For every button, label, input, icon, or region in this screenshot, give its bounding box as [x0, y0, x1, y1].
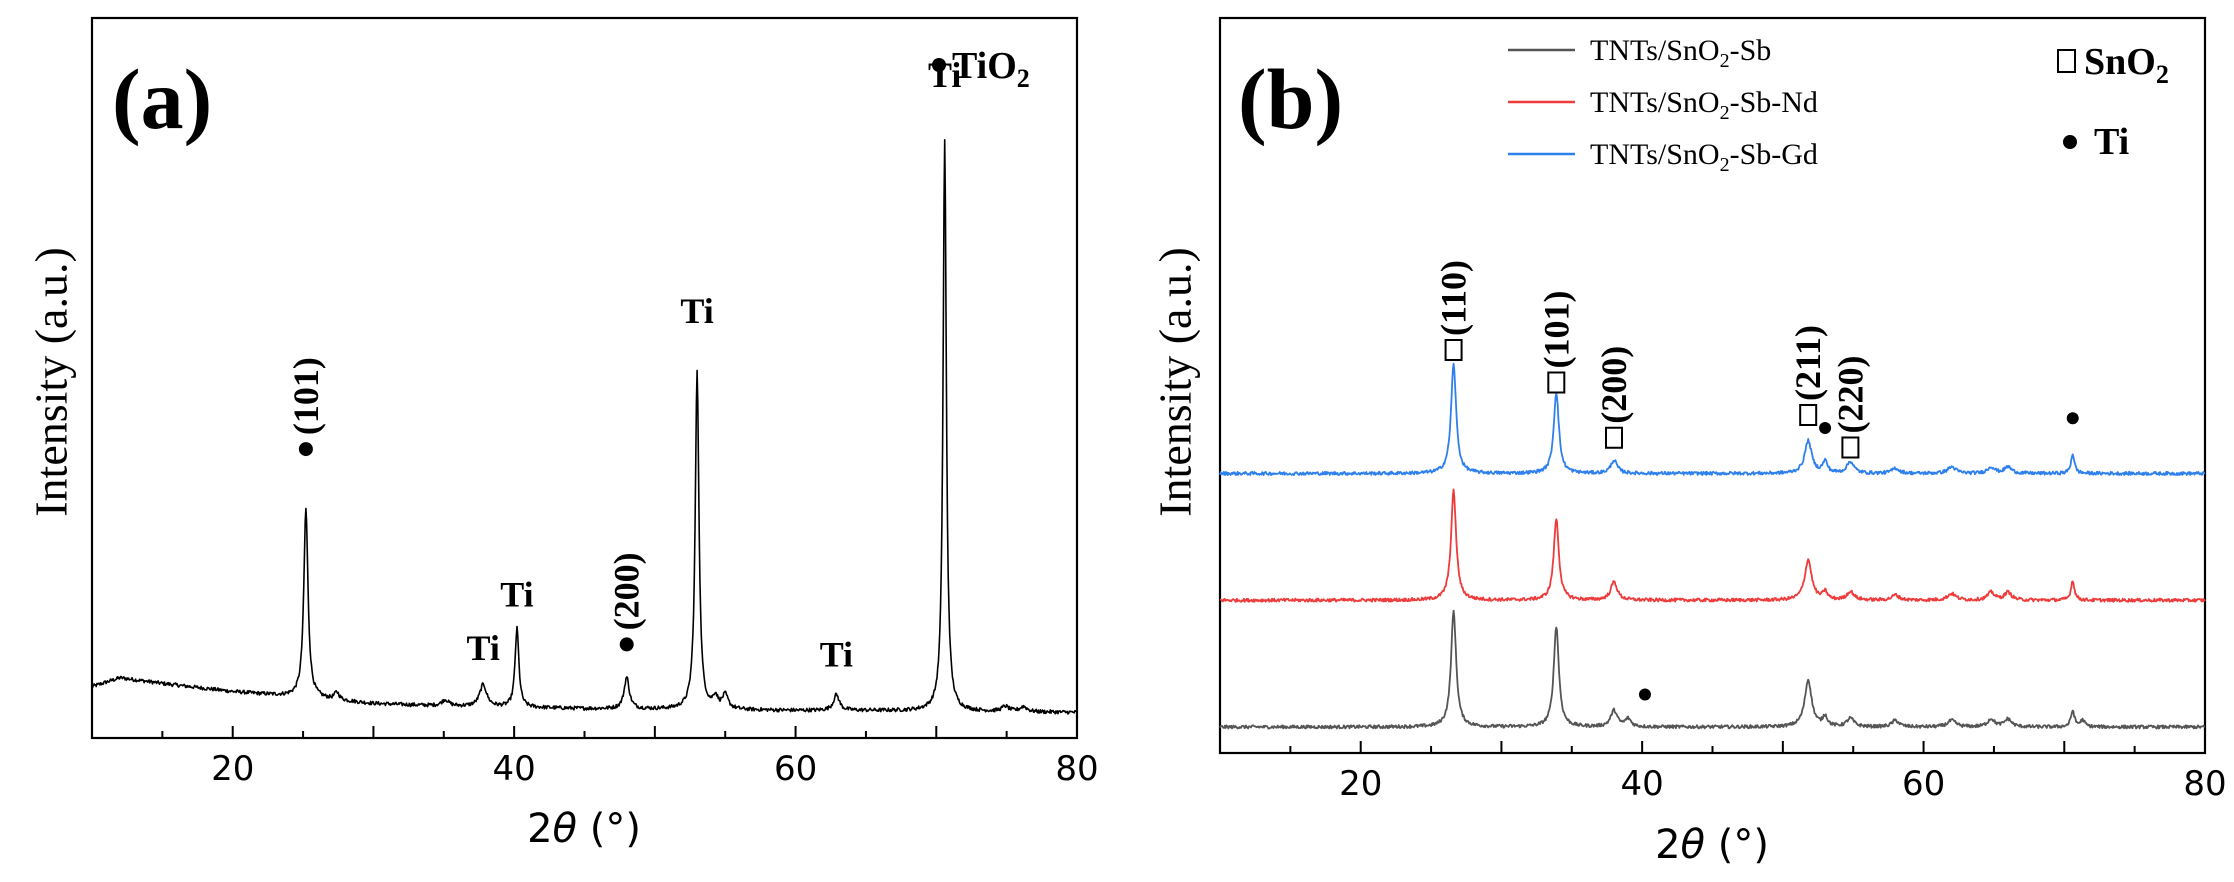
panel-a-plot-area [91, 139, 1078, 715]
peak-label: (200) [607, 552, 647, 630]
panel-a-xaxis: 20 40 60 80 [91, 726, 1099, 789]
panel-a-phase-legend: TiO2 [932, 45, 1030, 93]
ti-marker-icon [1819, 422, 1832, 434]
peak-annotation: (200) [607, 552, 647, 652]
peak-label: (220) [1830, 356, 1870, 434]
x-tick-label: 20 [1339, 764, 1382, 804]
peak-label: Ti [466, 628, 499, 668]
panel-b-xlabel: 2θ (°) [1655, 822, 1769, 868]
x-tick-label: 80 [2183, 764, 2226, 804]
svg-text:SnO2: SnO2 [2084, 41, 2169, 89]
peak-annotation: (101) [286, 357, 326, 457]
panel-b-xlabel-prefix: 2 [1655, 822, 1680, 868]
phase-square-icon [1605, 426, 1623, 449]
phase-square-icon [1841, 436, 1860, 459]
series-line-gd [1219, 362, 2206, 476]
phase-square-icon [1547, 371, 1566, 394]
legend-label-nd: TNTs/SnO2-Sb-Nd [1590, 86, 1818, 124]
panel-a-xlabel-var: θ [553, 806, 577, 852]
peak-annotation: (211) [1788, 325, 1828, 426]
x-tick-label: 20 [211, 749, 254, 789]
panel-b-letter: (b) [1238, 51, 1343, 147]
panel-b-annotations: (110) (101) (200) (211) (220) [1434, 260, 2079, 701]
phase-bullet-icon [298, 442, 313, 457]
sno2-square-icon [2057, 49, 2076, 73]
tio2-bullet-icon [932, 58, 946, 72]
panel-a-xlabel-prefix: 2 [527, 806, 552, 852]
peak-label: (101) [286, 357, 326, 435]
panel-b-ylabel: Intensity (a.u.) [1150, 247, 1201, 517]
ti-marker-icon [2066, 412, 2079, 425]
peak-label: Ti [820, 634, 853, 674]
peak-annotation: (220) [1830, 356, 1870, 459]
legend-label-gd: TNTs/SnO2-Sb-Gd [1590, 138, 1818, 176]
tio2-legend-sub: 2 [1017, 64, 1030, 93]
series-line-tnts [91, 139, 1078, 715]
peak-annotation: (200) [1594, 346, 1634, 449]
panel-a-xlabel: 2θ (°) [527, 806, 641, 852]
x-tick-label: 40 [1621, 764, 1664, 804]
panel-a-letter: (a) [112, 51, 212, 147]
panel-b: Intensity (a.u.) 20 40 60 80 (110) (101) (200… [1150, 16, 2227, 868]
panel-b-series-legend: TNTs/SnO2-Sb TNTs/SnO2-Sb-Nd TNTs/SnO2-S… [1508, 34, 1818, 176]
series-line-nd [1219, 488, 2206, 603]
peak-label: Ti [500, 575, 533, 615]
panel-b-phase-legend: SnO2 Ti [2057, 41, 2169, 163]
panel-b-frame [1218, 16, 2207, 755]
phase-square-icon [1799, 404, 1818, 426]
peak-label: (211) [1788, 325, 1828, 401]
peak-annotation: (101) [1536, 291, 1576, 394]
series-line-sb [1219, 609, 2206, 730]
panel-b-xaxis: 20 40 60 80 [1219, 741, 2227, 804]
ti-marker-icon [1638, 688, 1651, 701]
panel-b-xlabel-var: θ [1681, 822, 1705, 868]
svg-text:TiO2: TiO2 [952, 45, 1030, 93]
phase-square-icon [1444, 339, 1463, 361]
x-tick-label: 60 [774, 749, 817, 789]
peak-label: Ti [680, 291, 713, 331]
peak-label: (110) [1434, 260, 1474, 336]
phase-bullet-icon [619, 637, 634, 652]
panel-b-xlabel-unit: (°) [1705, 822, 1769, 868]
legend-label-sb: TNTs/SnO2-Sb [1590, 34, 1771, 72]
sno2-legend-label: SnO [2084, 41, 2156, 83]
ti-legend-label: Ti [2094, 121, 2129, 163]
peak-annotation: (110) [1434, 260, 1474, 361]
x-tick-label: 80 [1055, 749, 1098, 789]
tio2-legend-label: TiO [952, 45, 1017, 87]
x-tick-label: 60 [1902, 764, 1945, 804]
ti-bullet-icon [2063, 135, 2077, 149]
panel-a-xlabel-unit: (°) [577, 806, 641, 852]
panel-b-plot-area [1219, 362, 2206, 730]
x-tick-label: 40 [493, 749, 536, 789]
panel-a-frame [90, 16, 1079, 740]
panel-a-ylabel: Intensity (a.u.) [26, 247, 77, 517]
sno2-legend-sub: 2 [2156, 60, 2169, 89]
peak-label: (101) [1536, 291, 1576, 369]
peak-label: (200) [1594, 346, 1634, 424]
